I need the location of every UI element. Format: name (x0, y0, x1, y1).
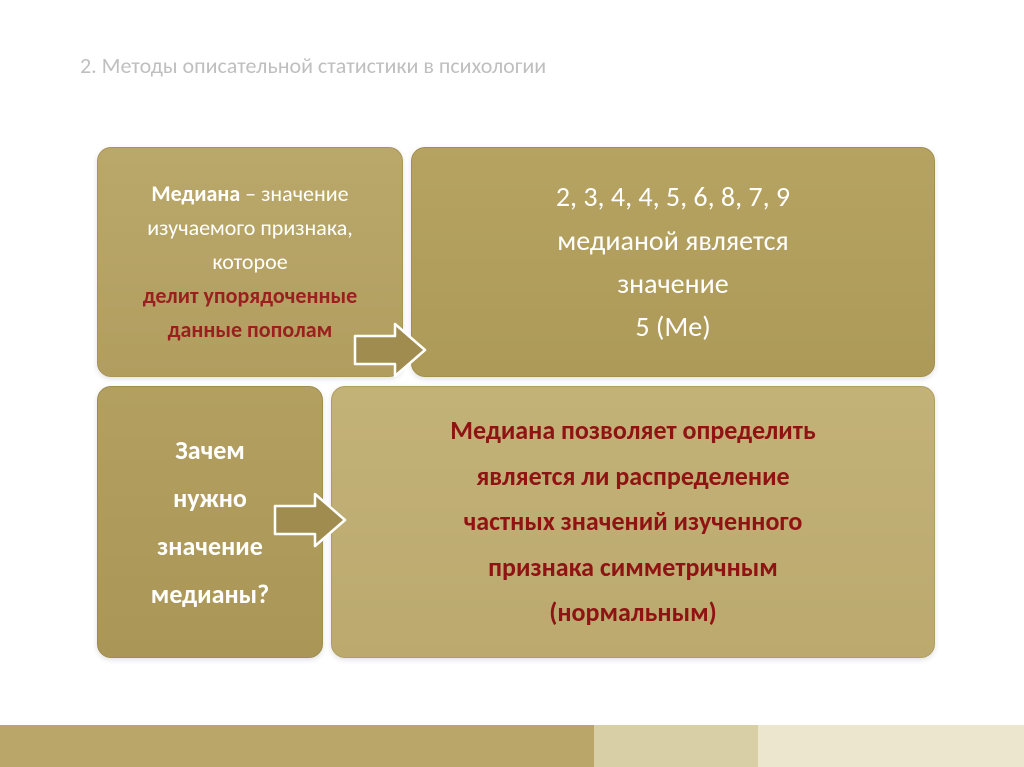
example-card: 2, 3, 4, 4, 5, 6, 8, 7, 9 медианой являе… (411, 147, 935, 377)
answer-line-2: является ли распределение (476, 454, 789, 500)
example-line-4: 5 (Ме) (635, 305, 710, 348)
arrow-right-icon (273, 492, 347, 548)
question-line-2: нужно (173, 474, 247, 522)
answer-line-3: частных значений изученного (464, 499, 803, 545)
question-line-1: Зачем (175, 426, 245, 474)
definition-line-2: изучаемого признака, (147, 211, 353, 245)
answer-card: Медиана позволяет определить является ли… (331, 386, 935, 658)
example-line-2: медианой является (557, 219, 788, 262)
answer-line-1: Медиана позволяет определить (450, 408, 816, 454)
answer-line-4: признака симметричным (488, 545, 778, 591)
question-line-3: значение (157, 522, 263, 570)
definition-highlight-1: делит упорядоченные (143, 279, 357, 313)
question-line-4: медианы? (151, 570, 269, 618)
footer-stripe (0, 725, 1024, 767)
answer-line-5: (нормальным) (549, 590, 716, 636)
term-median: Медиана (151, 180, 240, 207)
definition-line-1: Медиана – значение (151, 177, 348, 211)
page-title: 2. Методы описательной статистики в псих… (80, 52, 546, 79)
definition-line-3: которое (212, 245, 287, 279)
definition-highlight-2: данные пополам (168, 313, 333, 347)
example-line-1: 2, 3, 4, 4, 5, 6, 8, 7, 9 (556, 175, 790, 218)
definition-rest: – значение (240, 180, 348, 207)
arrow-right-icon (353, 322, 427, 378)
example-line-3: значение (617, 262, 728, 305)
